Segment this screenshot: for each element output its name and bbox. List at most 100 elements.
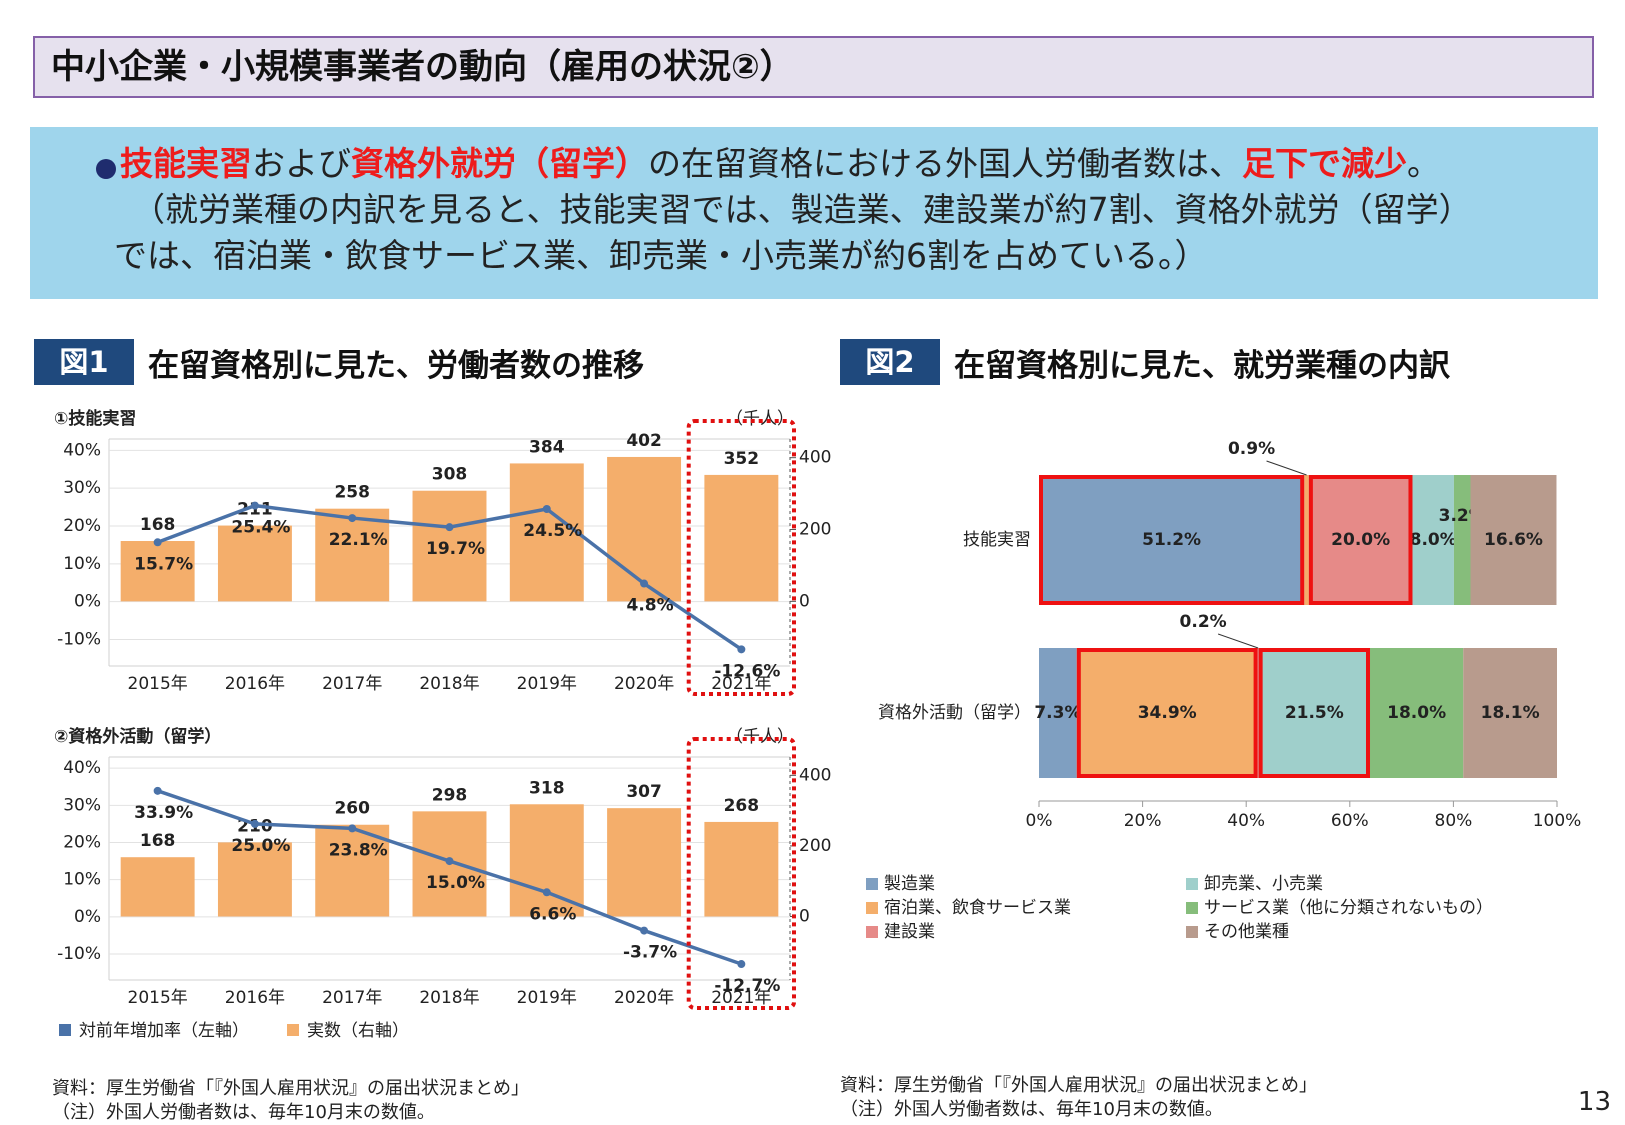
bar-value-label: 260: [334, 799, 370, 819]
figure-label: 図2: [840, 339, 940, 385]
source: 資料：厚生労働省「『外国人雇用状況』の届出状況まとめ」 （注）外国人労働者数は、毎…: [840, 1074, 1317, 1122]
legend-swatch: [1186, 902, 1198, 914]
legend-label: 実数（右軸）: [307, 1021, 409, 1041]
line-value-label: 33.9%: [134, 803, 193, 823]
y-tick-label: 20%: [63, 516, 101, 536]
legend-label: 建設業: [884, 922, 935, 942]
line-value-label: -12.7%: [714, 976, 780, 996]
legend-swatch: [866, 926, 878, 938]
bar: [217, 525, 292, 602]
line-point: [153, 786, 162, 795]
line-point: [153, 538, 162, 547]
summary-part: の在留資格における外国人労働者数は、: [648, 144, 1242, 183]
legend-swatch: [1186, 926, 1198, 938]
line-value-label: 23.8%: [329, 840, 388, 860]
bar-segment: [1370, 648, 1464, 778]
y2-tick-label: 200: [799, 836, 831, 856]
bar-value-label: 168: [140, 831, 176, 851]
line-value-label: -3.7%: [623, 943, 677, 963]
line-point: [737, 645, 746, 654]
summary-part: 技能実習: [120, 144, 252, 183]
x-tick-label: 80%: [1435, 811, 1473, 831]
source: 資料：厚生労働省「『外国人雇用状況』の届出状況まとめ」 （注）外国人労働者数は、毎…: [52, 1077, 529, 1125]
legend-label: サービス業（他に分類されないもの）: [1204, 898, 1493, 918]
highlight-box: [1076, 648, 1258, 778]
line-value-label: 6.6%: [529, 904, 576, 924]
bar: [704, 474, 779, 602]
x-tick-label: 2021年: [711, 674, 771, 694]
bar: [120, 857, 195, 917]
y2-tick-label: 200: [799, 520, 831, 540]
bar-segment: [1039, 648, 1077, 778]
line-point: [445, 857, 454, 866]
figure-header: 図2 在留資格別に見た、就労業種の内訳: [840, 339, 1450, 385]
y-tick-label: 40%: [63, 440, 101, 460]
line-point: [250, 819, 259, 828]
bar-value-label: 402: [626, 431, 662, 451]
segment-label: 18.1%: [1481, 703, 1540, 723]
bar-segment: [1257, 648, 1259, 778]
legend-label: 宿泊業、飲食サービス業: [884, 898, 1071, 918]
bar-segment: [1308, 475, 1413, 605]
y-tick-label: 20%: [63, 832, 101, 852]
note-line: （就労業種の内訳を見ると、技能実習では、製造業、建設業が約7割、資格外就労（留学…: [132, 190, 1472, 229]
x-tick-label: 60%: [1331, 811, 1369, 831]
line-point: [737, 960, 746, 969]
line-point: [640, 926, 649, 935]
bar: [509, 463, 584, 602]
bar-segment: [1470, 475, 1557, 605]
x-tick-label: 40%: [1227, 811, 1265, 831]
x-tick-label: 2020年: [614, 988, 674, 1008]
legend-swatch: [1186, 878, 1198, 890]
x-tick-label: 2021年: [711, 988, 771, 1008]
line-value-label: 25.4%: [231, 518, 290, 538]
x-tick-label: 2018年: [419, 674, 479, 694]
line-point: [250, 501, 259, 510]
x-tick-label: 2020年: [614, 674, 674, 694]
bar-value-label: 258: [334, 483, 370, 503]
x-tick-label: 0%: [1026, 811, 1053, 831]
highlight-box: [686, 419, 797, 696]
highlight-box: [1258, 648, 1371, 778]
y2-tick-label: 0: [799, 906, 810, 926]
x-tick-label: 2017年: [322, 674, 382, 694]
leader-line: [1217, 633, 1259, 649]
x-tick-label: 2016年: [225, 674, 285, 694]
segment-label: 16.6%: [1484, 530, 1543, 550]
legend-label: その他業種: [1204, 922, 1289, 942]
x-tick-label: 2018年: [419, 988, 479, 1008]
y-tick-label: -10%: [57, 630, 101, 650]
x-tick-label: 2017年: [322, 988, 382, 1008]
line-value-label: 25.0%: [231, 836, 290, 856]
x-tick-label: 2019年: [517, 988, 577, 1008]
bar-value-label: 384: [529, 437, 565, 457]
y2-tick-label: 400: [799, 448, 831, 468]
legend-swatch: [866, 878, 878, 890]
legend-label: 製造業: [884, 874, 935, 894]
segment-label: 51.2%: [1142, 530, 1201, 550]
y-tick-label: 30%: [63, 795, 101, 815]
bar: [412, 490, 487, 602]
figure-header: 図1 在留資格別に見た、労働者数の推移: [34, 339, 644, 385]
summary-box: 技能実習および資格外就労（留学）の在留資格における外国人労働者数は、足下で減少。…: [30, 127, 1598, 299]
y-tick-label: 40%: [63, 758, 101, 778]
summary-part: および: [252, 144, 351, 183]
line-value-label: 15.7%: [134, 554, 193, 574]
segment-label: 21.5%: [1285, 703, 1344, 723]
segment-label: 8.0%: [1410, 530, 1457, 550]
line-point: [542, 504, 551, 513]
leader-line: [1266, 460, 1307, 476]
figure-title: 在留資格別に見た、労働者数の推移: [148, 347, 644, 384]
y-tick-label: -10%: [57, 944, 101, 964]
x-tick-label: 20%: [1124, 811, 1162, 831]
line-point: [348, 514, 357, 523]
y-tick-label: 10%: [63, 870, 101, 890]
segment-label: 0.2%: [1180, 612, 1227, 632]
bar: [315, 824, 390, 917]
bar-segment: [1258, 648, 1371, 778]
chart-title: ②資格外活動（留学）: [54, 726, 221, 747]
bar-value-label: 307: [626, 782, 662, 802]
y2-tick-label: 400: [799, 765, 831, 785]
